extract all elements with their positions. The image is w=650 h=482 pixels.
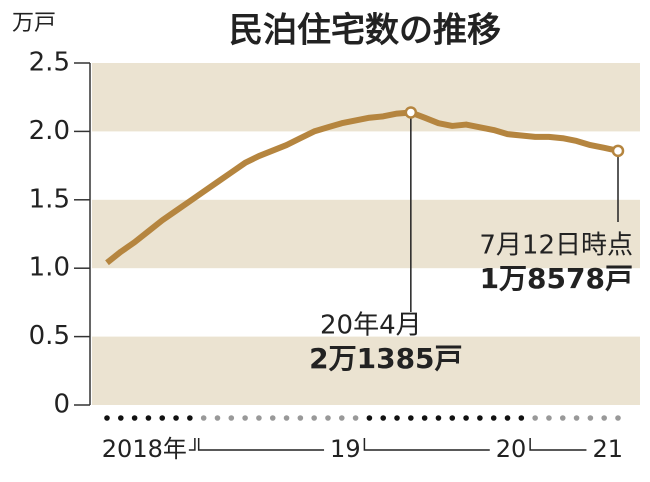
y-tick-label: 2.0 [29,116,70,146]
annotation-date: 20年4月 [320,311,422,341]
month-dot [269,415,276,421]
month-dot [546,415,552,421]
x-group-label: 21 [592,435,623,463]
month-dot [587,415,594,421]
month-dot [573,415,580,421]
bands [92,63,640,405]
x-group-label: 20 [496,435,527,463]
group-bracket [197,438,325,451]
y-tick-label: 2.5 [29,48,70,78]
month-dot [228,415,235,421]
month-dot [297,415,304,421]
month-dot [104,415,110,421]
month-dot [449,415,456,421]
month-dot [435,415,442,421]
month-dot [352,415,359,421]
point-marker [404,106,418,119]
month-dot [532,415,538,421]
month-dot [145,415,152,421]
month-dot [200,415,207,421]
month-dot [256,415,262,421]
band [92,336,640,405]
group-bracket [529,438,587,451]
month-dot [463,415,469,421]
month-dot [477,415,483,421]
month-dot [131,415,138,421]
month-dot [394,415,400,421]
month-dot [325,415,331,421]
month-dot [615,415,621,421]
month-dot [242,415,248,421]
month-dot [283,415,290,421]
month-dot [421,415,428,421]
group-bracket [363,438,490,451]
month-dot [601,415,607,421]
annotation-amount: 1万8578戸 [480,262,633,295]
annotation-date: 7月12日時点 [479,231,633,261]
month-dot [338,415,345,421]
month-dot [311,415,317,421]
data-line [105,109,619,266]
month-dot [173,415,179,421]
annotation-amount: 2万1385戸 [309,342,462,375]
month-dot [366,415,373,421]
month-dot [214,415,221,421]
y-tick-label: 0 [53,390,70,420]
x-group-label: 2018年 [102,435,187,463]
month-dot [118,415,124,421]
group-bracket [188,438,196,451]
month-dot [559,415,566,421]
y-tick-label: 1.5 [29,184,70,214]
month-dot [187,415,193,421]
chart-title: 民泊住宅数の推移 [229,11,501,51]
month-dot [490,415,497,421]
month-dot [380,415,387,421]
month-dot [518,415,525,421]
y-tick-label: 0.5 [29,321,70,351]
point-marker [611,144,625,158]
y-tick-label: 1.0 [29,253,70,283]
month-dot [159,415,166,421]
x-group-label: 19 [330,435,361,463]
band [92,199,640,269]
month-dot [504,415,511,421]
y-unit: 万戸 [12,11,56,36]
month-dot [408,415,414,421]
